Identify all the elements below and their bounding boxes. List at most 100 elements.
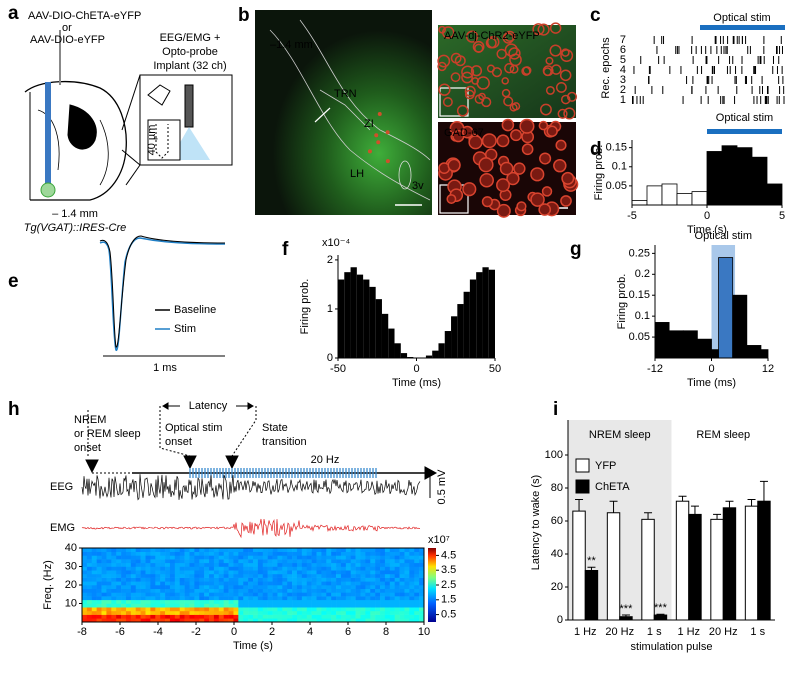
spectrogram-cell bbox=[184, 548, 190, 552]
spectrogram-cell bbox=[389, 562, 395, 567]
spectrogram-cell bbox=[389, 555, 395, 560]
spectrogram-cell bbox=[399, 618, 405, 623]
spectrogram-cell bbox=[145, 559, 151, 564]
spectrogram-cell bbox=[287, 618, 293, 623]
spectrogram-cell bbox=[111, 570, 117, 575]
spectrogram-cell bbox=[233, 570, 239, 575]
spectrogram-cell bbox=[96, 610, 102, 615]
spectrogram-cell bbox=[409, 585, 415, 589]
spectrogram-cell bbox=[296, 603, 303, 608]
spectrogram-cell bbox=[209, 596, 215, 601]
spectrogram-cell bbox=[394, 588, 400, 593]
y-tick-label: 0.1 bbox=[635, 310, 650, 322]
spectrogram-cell bbox=[189, 577, 195, 582]
spectrogram-cell bbox=[223, 570, 229, 575]
spectrogram-cell bbox=[86, 551, 93, 556]
spectrogram-cell bbox=[169, 588, 176, 593]
spectrogram-cell bbox=[96, 551, 102, 556]
spectrogram-cell bbox=[272, 592, 278, 597]
spectrogram-cell bbox=[355, 596, 361, 601]
spectrogram-cell bbox=[189, 599, 195, 604]
spectrogram-cell bbox=[272, 610, 278, 615]
spectrogram-cell bbox=[96, 570, 102, 575]
spectrogram-cell bbox=[174, 585, 181, 589]
spectrogram-cell bbox=[106, 610, 112, 615]
spectrogram-cell bbox=[419, 566, 425, 571]
cell bbox=[561, 48, 570, 57]
spectrogram-cell bbox=[228, 570, 234, 575]
spectrogram-cell bbox=[394, 585, 400, 589]
spectrogram-cell bbox=[414, 562, 420, 567]
spectrogram-cell bbox=[277, 577, 283, 582]
spectrogram-cell bbox=[189, 614, 195, 619]
spectrogram-cell bbox=[111, 548, 117, 552]
spectrogram-cell bbox=[248, 588, 254, 593]
bar bbox=[476, 272, 483, 358]
spectrogram-cell bbox=[243, 610, 249, 615]
spectrogram-cell bbox=[404, 555, 410, 560]
spectrogram-cell bbox=[248, 551, 254, 556]
bar bbox=[381, 313, 389, 358]
x-tick-label: 20 Hz bbox=[605, 626, 634, 638]
y-tick-label: 0.2 bbox=[635, 268, 650, 280]
spectrogram-cell bbox=[404, 570, 410, 575]
spectrogram-cell bbox=[160, 566, 166, 571]
spectrogram-cell bbox=[228, 548, 234, 552]
spectrogram-cell bbox=[414, 610, 420, 615]
bar bbox=[696, 338, 712, 359]
spectrogram-cell bbox=[82, 577, 88, 582]
spectrogram-cell bbox=[267, 566, 273, 571]
spectrogram-cell bbox=[277, 585, 283, 589]
spectrogram-cell bbox=[321, 548, 327, 552]
spectrogram-cell bbox=[101, 607, 107, 612]
spectrogram-cell bbox=[282, 610, 288, 615]
timeline bbox=[85, 402, 438, 498]
spectrogram-cell bbox=[91, 588, 97, 593]
spectrogram-cell bbox=[409, 599, 415, 604]
virus-label: or bbox=[62, 22, 72, 34]
spectrogram-cell bbox=[336, 548, 342, 552]
spectrogram-cell bbox=[169, 596, 176, 601]
spectrogram-cell bbox=[282, 566, 288, 571]
panel-label: c bbox=[590, 5, 601, 26]
spectrogram-cell bbox=[267, 588, 273, 593]
spectrogram-cell bbox=[282, 603, 288, 608]
spectrogram-cell bbox=[287, 548, 293, 552]
y-tick-label: 1 bbox=[620, 94, 626, 106]
spectrogram-cell bbox=[355, 562, 361, 567]
spectrogram-cell bbox=[253, 592, 259, 597]
panel-label: g bbox=[570, 239, 582, 260]
spectrogram-cell bbox=[248, 562, 254, 567]
bar bbox=[676, 193, 693, 206]
spectrogram-cell bbox=[340, 599, 347, 604]
spectrogram-cell bbox=[340, 585, 347, 589]
cell bbox=[549, 44, 562, 57]
spectrogram-cell bbox=[272, 551, 278, 556]
spectrogram-cell bbox=[375, 581, 381, 586]
spectrogram-cell bbox=[306, 551, 312, 556]
spectrogram-cell bbox=[140, 577, 146, 582]
spectrogram-cell bbox=[404, 551, 410, 556]
spectrogram-cell bbox=[360, 588, 366, 593]
spectrogram-cell bbox=[223, 573, 229, 578]
spectrogram-cell bbox=[306, 585, 312, 589]
spectrogram-cell bbox=[116, 551, 122, 556]
spectrogram-cell bbox=[145, 599, 151, 604]
spectrogram-cell bbox=[145, 607, 151, 612]
spectrogram-cell bbox=[370, 599, 376, 604]
spectrogram-cell bbox=[179, 548, 185, 552]
spectrogram-cell bbox=[101, 551, 107, 556]
bar bbox=[736, 147, 753, 206]
bar bbox=[344, 272, 351, 358]
spectrogram-cell bbox=[223, 603, 229, 608]
spectrogram-cell bbox=[262, 603, 268, 608]
spectrogram-cell bbox=[345, 562, 352, 567]
cell bbox=[519, 118, 535, 134]
spectrogram-cell bbox=[306, 555, 312, 560]
spectrogram-cell bbox=[355, 559, 361, 564]
spectrogram-cell bbox=[365, 559, 371, 564]
spectrogram-cell bbox=[384, 610, 391, 615]
spectrogram-cell bbox=[262, 573, 268, 578]
spectrogram-cell bbox=[184, 551, 190, 556]
spectrogram-cell bbox=[204, 555, 210, 560]
